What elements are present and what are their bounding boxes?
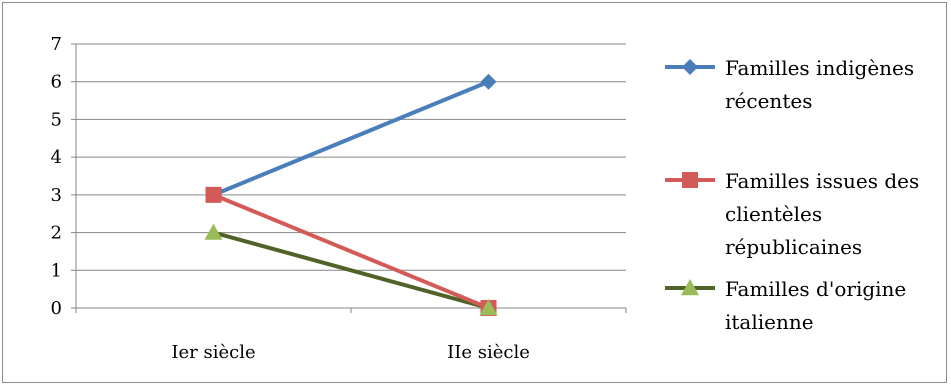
y-tick-label: 6: [51, 72, 62, 93]
series-line: [211, 192, 491, 310]
series-lines: [211, 79, 491, 310]
chart-frame: 0 1 2 3 4 5 6 7 Ier siècle IIe siècle Familles i…: [2, 2, 947, 383]
x-tick-labels: Ier siècle IIe siècle: [171, 342, 529, 363]
legend-label: clientèles: [725, 202, 822, 226]
legend-marker: [682, 59, 698, 75]
legend-label: récentes: [725, 89, 812, 113]
line-chart: 0 1 2 3 4 5 6 7 Ier siècle IIe siècle Familles i…: [51, 34, 920, 363]
y-tick-label: 0: [51, 298, 62, 319]
y-tick-label: 1: [51, 260, 62, 281]
x-tick-label: Ier siècle: [171, 342, 255, 363]
data-point-marker: [480, 73, 497, 90]
data-point-marker: [479, 299, 498, 316]
gridlines: [76, 43, 626, 271]
legend-label: italienne: [725, 310, 814, 334]
y-tick-labels: 0 1 2 3 4 5 6 7: [51, 34, 62, 319]
legend-label: Familles indigènes: [725, 56, 914, 80]
y-tick-label: 7: [51, 34, 62, 55]
series-line: [211, 230, 491, 310]
legend-label: Familles issues des: [725, 169, 919, 193]
y-tick-label: 4: [51, 147, 62, 168]
legend: Familles indigènes récentes Familles issue…: [665, 56, 919, 334]
y-tick-label: 3: [51, 185, 62, 206]
series-markers: [204, 73, 498, 316]
legend-label: Familles d'origine: [725, 277, 906, 301]
legend-marker: [682, 172, 698, 188]
y-tick-label: 2: [51, 223, 62, 244]
legend-label: républicaines: [725, 235, 862, 259]
x-tick-label: IIe siècle: [447, 342, 530, 363]
axes: [71, 43, 627, 313]
y-tick-label: 5: [51, 109, 62, 130]
legend-marker: [681, 279, 699, 296]
data-point-marker: [205, 186, 222, 203]
data-point-marker: [204, 223, 223, 240]
series-line: [211, 79, 491, 197]
